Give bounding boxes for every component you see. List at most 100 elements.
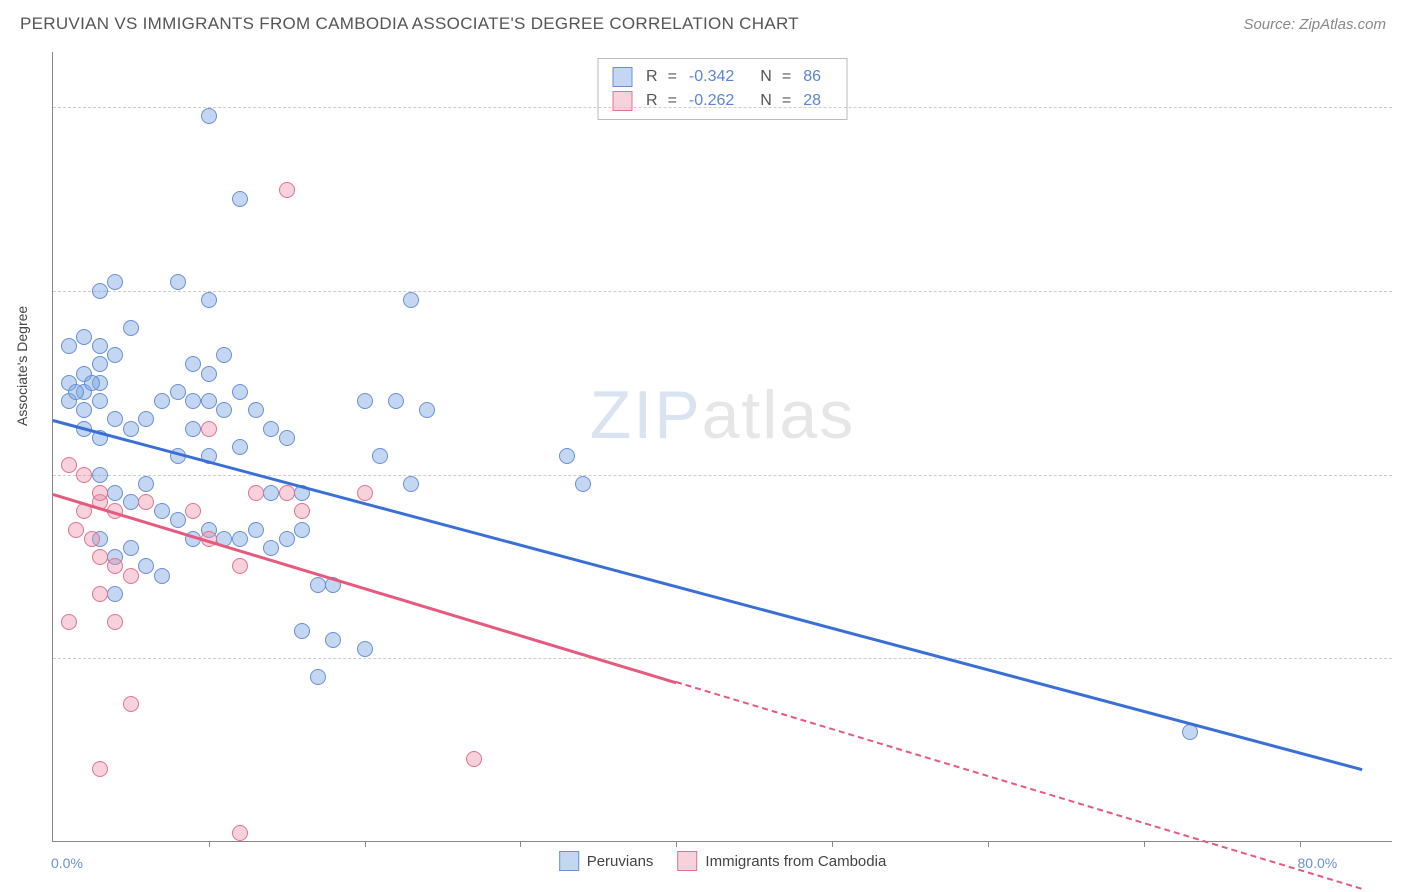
- x-tick: [365, 841, 366, 847]
- chart-header: PERUVIAN VS IMMIGRANTS FROM CAMBODIA ASS…: [0, 0, 1406, 44]
- data-point-series-0: [279, 531, 295, 547]
- data-point-series-0: [76, 402, 92, 418]
- data-point-series-0: [310, 669, 326, 685]
- data-point-series-0: [138, 476, 154, 492]
- data-point-series-1: [123, 568, 139, 584]
- data-point-series-0: [68, 384, 84, 400]
- data-point-series-0: [92, 467, 108, 483]
- data-point-series-0: [201, 108, 217, 124]
- data-point-series-0: [138, 411, 154, 427]
- eq-sign: =: [782, 68, 791, 86]
- data-point-series-0: [76, 329, 92, 345]
- watermark-zip: ZIP: [590, 377, 702, 453]
- x-tick: [520, 841, 521, 847]
- legend-item-0: Peruvians: [559, 851, 654, 871]
- data-point-series-0: [559, 448, 575, 464]
- x-tick: [832, 841, 833, 847]
- data-point-series-0: [170, 512, 186, 528]
- data-point-series-0: [92, 283, 108, 299]
- swatch-series-1: [677, 851, 697, 871]
- data-point-series-1: [76, 467, 92, 483]
- eq-sign: =: [668, 68, 677, 86]
- gridline: [53, 107, 1392, 108]
- data-point-series-0: [123, 320, 139, 336]
- data-point-series-1: [138, 494, 154, 510]
- data-point-series-0: [372, 448, 388, 464]
- data-point-series-0: [216, 402, 232, 418]
- data-point-series-0: [357, 393, 373, 409]
- data-point-series-0: [263, 540, 279, 556]
- data-point-series-0: [154, 393, 170, 409]
- n-value-0: 86: [803, 68, 821, 86]
- data-point-series-0: [248, 402, 264, 418]
- data-point-series-0: [185, 421, 201, 437]
- watermark: ZIPatlas: [590, 376, 855, 454]
- legend-item-1: Immigrants from Cambodia: [677, 851, 886, 871]
- data-point-series-0: [185, 393, 201, 409]
- data-point-series-0: [123, 540, 139, 556]
- data-point-series-0: [138, 558, 154, 574]
- data-point-series-1: [107, 614, 123, 630]
- data-point-series-0: [154, 503, 170, 519]
- data-point-series-1: [61, 614, 77, 630]
- data-point-series-0: [294, 623, 310, 639]
- chart-source: Source: ZipAtlas.com: [1243, 16, 1386, 33]
- data-point-series-0: [201, 292, 217, 308]
- data-point-series-1: [92, 761, 108, 777]
- x-tick: [209, 841, 210, 847]
- data-point-series-1: [232, 558, 248, 574]
- data-point-series-0: [123, 494, 139, 510]
- data-point-series-1: [466, 751, 482, 767]
- data-point-series-0: [388, 393, 404, 409]
- legend-label-1: Immigrants from Cambodia: [705, 853, 886, 870]
- data-point-series-1: [92, 485, 108, 501]
- data-point-series-0: [357, 641, 373, 657]
- data-point-series-1: [107, 558, 123, 574]
- chart-title: PERUVIAN VS IMMIGRANTS FROM CAMBODIA ASS…: [20, 14, 799, 34]
- r-value-0: -0.342: [689, 68, 734, 86]
- swatch-series-0: [559, 851, 579, 871]
- data-point-series-1: [294, 503, 310, 519]
- data-point-series-0: [92, 338, 108, 354]
- data-point-series-0: [294, 522, 310, 538]
- data-point-series-0: [84, 375, 100, 391]
- y-axis-title: Associate's Degree: [14, 306, 30, 426]
- x-tick: [988, 841, 989, 847]
- data-point-series-1: [201, 421, 217, 437]
- x-tick: [676, 841, 677, 847]
- data-point-series-0: [170, 384, 186, 400]
- gridline: [53, 291, 1392, 292]
- n-label: N: [760, 68, 772, 86]
- data-point-series-0: [107, 347, 123, 363]
- data-point-series-0: [61, 338, 77, 354]
- data-point-series-1: [185, 503, 201, 519]
- data-point-series-0: [263, 421, 279, 437]
- data-point-series-0: [201, 393, 217, 409]
- data-point-series-0: [248, 522, 264, 538]
- stats-row-0: R = -0.342 N = 86: [612, 65, 833, 89]
- data-point-series-0: [403, 292, 419, 308]
- data-point-series-0: [232, 439, 248, 455]
- data-point-series-0: [107, 586, 123, 602]
- data-point-series-1: [279, 485, 295, 501]
- data-point-series-0: [279, 430, 295, 446]
- x-tick-label: 80.0%: [1298, 855, 1338, 871]
- data-point-series-0: [232, 191, 248, 207]
- data-point-series-0: [325, 632, 341, 648]
- data-point-series-0: [170, 274, 186, 290]
- data-point-series-0: [107, 485, 123, 501]
- data-point-series-0: [310, 577, 326, 593]
- data-point-series-0: [263, 485, 279, 501]
- x-tick-label: 0.0%: [51, 855, 83, 871]
- data-point-series-0: [92, 393, 108, 409]
- r-label: R: [646, 68, 658, 86]
- data-point-series-1: [279, 182, 295, 198]
- data-point-series-1: [123, 696, 139, 712]
- x-tick: [1144, 841, 1145, 847]
- data-point-series-1: [68, 522, 84, 538]
- data-point-series-0: [575, 476, 591, 492]
- data-point-series-0: [92, 356, 108, 372]
- data-point-series-1: [232, 825, 248, 841]
- bottom-legend: Peruvians Immigrants from Cambodia: [559, 851, 887, 871]
- data-point-series-0: [419, 402, 435, 418]
